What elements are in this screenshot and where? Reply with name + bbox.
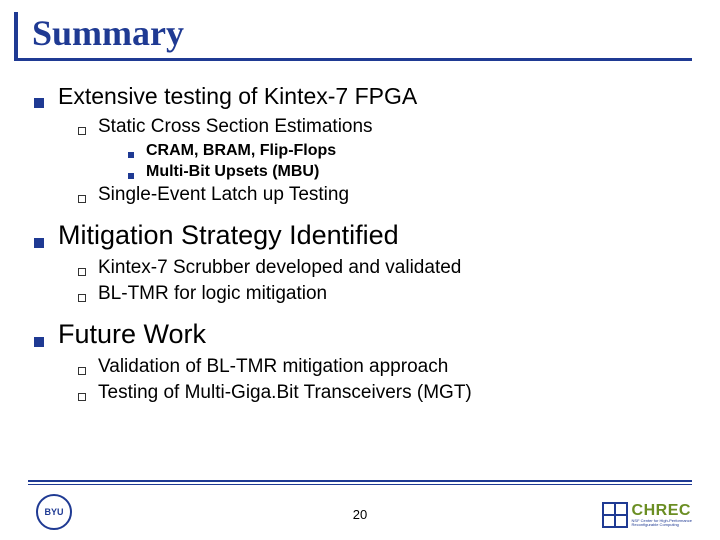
bullet-text: Testing of Multi-Giga.Bit Transceivers (… bbox=[98, 382, 472, 404]
bullet-text: Validation of BL-TMR mitigation approach bbox=[98, 356, 448, 378]
square-bullet-icon bbox=[34, 238, 44, 248]
hollow-square-bullet-icon bbox=[78, 127, 86, 135]
byu-logo: BYU bbox=[36, 494, 72, 530]
square-bullet-icon bbox=[34, 98, 44, 108]
hollow-square-bullet-icon bbox=[78, 294, 86, 302]
page-number: 20 bbox=[353, 507, 367, 522]
content-area: Extensive testing of Kintex-7 FPGA Stati… bbox=[28, 83, 692, 404]
small-square-bullet-icon bbox=[128, 173, 134, 179]
hollow-square-bullet-icon bbox=[78, 367, 86, 375]
slide: Summary Extensive testing of Kintex-7 FP… bbox=[0, 0, 720, 540]
small-square-bullet-icon bbox=[128, 152, 134, 158]
bullet-level2: Kintex-7 Scrubber developed and validate… bbox=[78, 257, 692, 279]
chrec-subtitle: Reconfigurable Computing bbox=[632, 523, 692, 527]
footer-rule-thin bbox=[28, 484, 692, 485]
chrec-text-group: CHREC NSF Center for High-Performance Re… bbox=[632, 503, 692, 528]
bullet-level2: Testing of Multi-Giga.Bit Transceivers (… bbox=[78, 382, 692, 404]
bullet-level1: Future Work bbox=[34, 319, 692, 350]
chrec-icon bbox=[602, 502, 628, 528]
bullet-text: Static Cross Section Estimations bbox=[98, 116, 373, 138]
byu-logo-text: BYU bbox=[44, 507, 63, 517]
bullet-text: BL-TMR for logic mitigation bbox=[98, 283, 327, 305]
hollow-square-bullet-icon bbox=[78, 195, 86, 203]
chrec-logo: CHREC NSF Center for High-Performance Re… bbox=[602, 502, 692, 528]
bullet-text: Future Work bbox=[58, 319, 206, 350]
title-container: Summary bbox=[14, 12, 692, 61]
bullet-level1: Extensive testing of Kintex-7 FPGA bbox=[34, 83, 692, 110]
spacer bbox=[34, 210, 692, 220]
bullet-text: CRAM, BRAM, Flip-Flops bbox=[146, 142, 336, 160]
bullet-text: Single-Event Latch up Testing bbox=[98, 184, 349, 206]
bullet-level2: Validation of BL-TMR mitigation approach bbox=[78, 356, 692, 378]
bullet-level2: Single-Event Latch up Testing bbox=[78, 184, 692, 206]
bullet-level3: Multi-Bit Upsets (MBU) bbox=[128, 163, 692, 181]
bullet-text: Extensive testing of Kintex-7 FPGA bbox=[58, 83, 417, 110]
bullet-text: Mitigation Strategy Identified bbox=[58, 220, 399, 251]
slide-title: Summary bbox=[32, 12, 692, 54]
hollow-square-bullet-icon bbox=[78, 268, 86, 276]
square-bullet-icon bbox=[34, 337, 44, 347]
bullet-level1: Mitigation Strategy Identified bbox=[34, 220, 692, 251]
chrec-logo-text: CHREC bbox=[632, 503, 692, 519]
bullet-text: Multi-Bit Upsets (MBU) bbox=[146, 163, 319, 181]
bullet-level2: BL-TMR for logic mitigation bbox=[78, 283, 692, 305]
bullet-text: Kintex-7 Scrubber developed and validate… bbox=[98, 257, 461, 279]
bullet-level3: CRAM, BRAM, Flip-Flops bbox=[128, 142, 692, 160]
footer-rule-thick bbox=[28, 480, 692, 482]
bullet-level2: Static Cross Section Estimations bbox=[78, 116, 692, 138]
spacer bbox=[34, 309, 692, 319]
hollow-square-bullet-icon bbox=[78, 393, 86, 401]
